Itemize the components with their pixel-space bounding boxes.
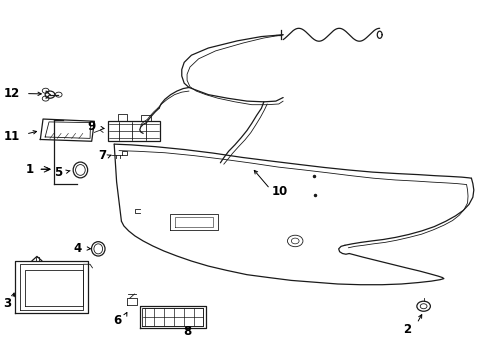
Text: 2: 2 (402, 323, 410, 336)
Text: 4: 4 (74, 242, 81, 255)
Text: 7: 7 (98, 149, 106, 162)
Text: 11: 11 (4, 130, 20, 143)
Text: 3: 3 (3, 297, 11, 310)
Text: 6: 6 (113, 314, 121, 327)
Text: 8: 8 (183, 325, 191, 338)
Text: 1: 1 (25, 163, 34, 176)
Text: 5: 5 (54, 166, 62, 179)
Text: 10: 10 (271, 185, 288, 198)
Text: 12: 12 (4, 87, 20, 100)
Text: 9: 9 (87, 121, 95, 134)
